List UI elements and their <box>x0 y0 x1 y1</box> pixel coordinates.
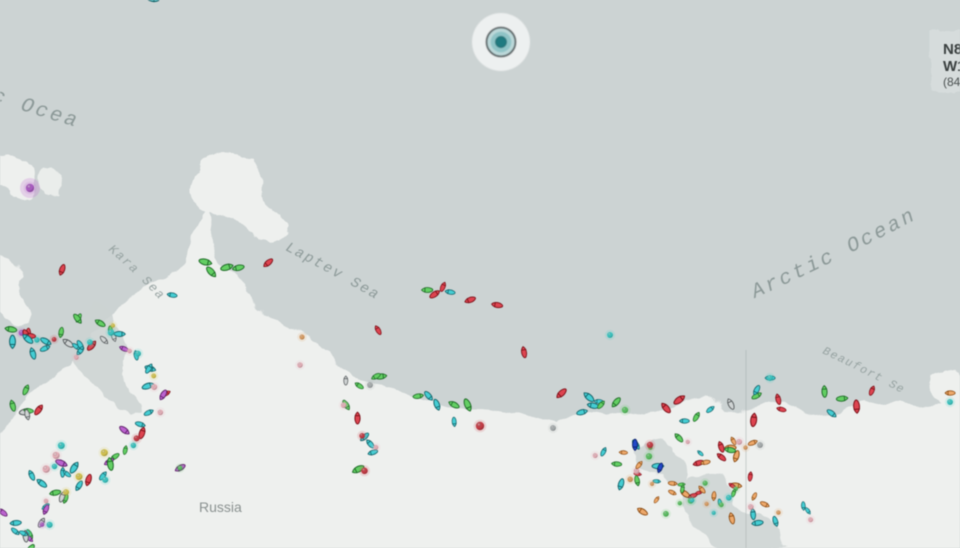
svg-text:(84.352, -151.145): (84.352, -151.145) <box>943 75 960 89</box>
svg-text:N84°21'09": N84°21'09" <box>943 41 960 58</box>
svg-text:Russia: Russia <box>199 499 242 515</box>
svg-text:W151°08'44": W151°08'44" <box>943 58 960 75</box>
